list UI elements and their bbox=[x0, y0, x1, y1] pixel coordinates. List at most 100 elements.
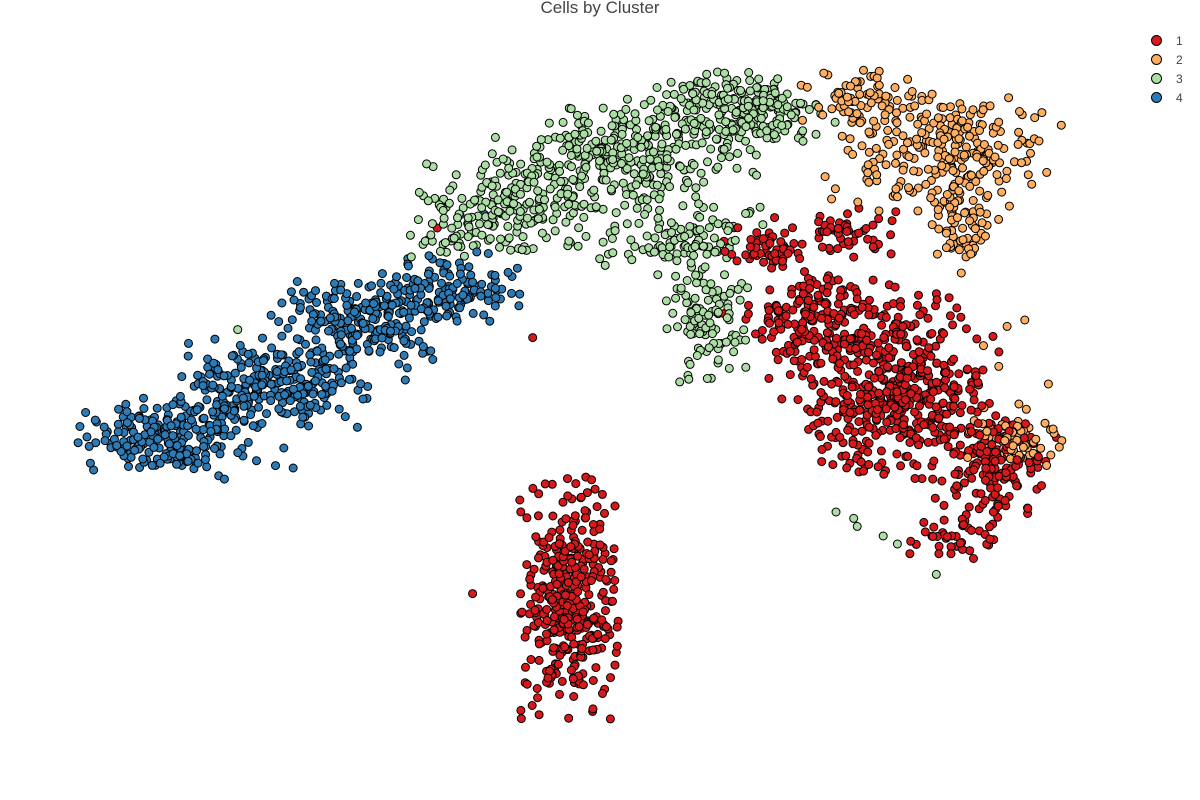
point-cluster-3 bbox=[762, 126, 772, 136]
point-cluster-3 bbox=[620, 200, 630, 210]
point-cluster-1 bbox=[595, 524, 605, 534]
point-cluster-3 bbox=[720, 270, 729, 280]
point-cluster-3 bbox=[567, 162, 576, 172]
point-cluster-1 bbox=[774, 318, 784, 328]
point-cluster-4 bbox=[285, 396, 295, 406]
point-cluster-4 bbox=[238, 393, 248, 403]
point-cluster-1 bbox=[560, 642, 570, 652]
point-cluster-1 bbox=[864, 438, 874, 448]
point-cluster-3 bbox=[544, 118, 554, 128]
point-cluster-2 bbox=[933, 205, 943, 215]
point-cluster-1 bbox=[780, 228, 790, 238]
point-cluster-1 bbox=[758, 234, 768, 244]
point-cluster-2 bbox=[957, 116, 967, 126]
point-cluster-1 bbox=[534, 710, 544, 720]
point-cluster-1 bbox=[560, 546, 570, 556]
point-cluster-3 bbox=[745, 86, 755, 96]
point-cluster-2 bbox=[956, 268, 966, 278]
point-cluster-2 bbox=[1056, 120, 1066, 130]
point-cluster-4 bbox=[113, 419, 123, 429]
point-cluster-1 bbox=[733, 223, 743, 233]
legend-item-1[interactable]: 1 bbox=[1146, 31, 1196, 50]
point-cluster-3 bbox=[575, 182, 585, 192]
point-cluster-1 bbox=[522, 679, 532, 689]
point-cluster-3 bbox=[582, 143, 592, 153]
point-cluster-4 bbox=[387, 300, 397, 310]
point-cluster-3 bbox=[661, 124, 671, 134]
point-cluster-1 bbox=[576, 492, 586, 502]
point-cluster-4 bbox=[329, 294, 339, 303]
point-cluster-1 bbox=[892, 449, 902, 459]
point-cluster-3 bbox=[598, 103, 608, 113]
legend-item-2[interactable]: 2 bbox=[1146, 50, 1196, 69]
legend-item-4[interactable]: 4 bbox=[1146, 88, 1196, 107]
point-cluster-3 bbox=[453, 213, 462, 223]
point-cluster-1 bbox=[751, 329, 760, 339]
point-cluster-3 bbox=[713, 219, 723, 229]
point-cluster-3 bbox=[642, 231, 652, 241]
point-cluster-1 bbox=[842, 463, 852, 473]
point-cluster-3 bbox=[505, 206, 515, 216]
point-cluster-2 bbox=[1042, 460, 1052, 470]
point-cluster-1 bbox=[586, 576, 596, 585]
point-cluster-1 bbox=[919, 517, 929, 527]
point-cluster-2 bbox=[864, 147, 874, 157]
point-cluster-2 bbox=[958, 163, 967, 173]
point-cluster-3 bbox=[630, 109, 640, 119]
legend[interactable]: 1 2 3 4 bbox=[1146, 31, 1196, 107]
point-cluster-3 bbox=[739, 325, 749, 335]
point-cluster-3 bbox=[690, 242, 700, 251]
point-cluster-1 bbox=[887, 216, 897, 226]
point-cluster-4 bbox=[377, 269, 387, 279]
point-cluster-1 bbox=[980, 496, 990, 505]
point-cluster-2 bbox=[874, 80, 884, 90]
point-cluster-2 bbox=[818, 110, 828, 120]
point-cluster-1 bbox=[597, 489, 607, 499]
point-cluster-1 bbox=[868, 275, 878, 285]
point-cluster-4 bbox=[410, 283, 420, 293]
point-cluster-1 bbox=[864, 347, 873, 357]
point-cluster-2 bbox=[1004, 201, 1014, 211]
point-cluster-3 bbox=[662, 324, 672, 334]
point-cluster-4 bbox=[325, 313, 335, 323]
point-cluster-3 bbox=[643, 131, 653, 141]
point-cluster-1 bbox=[783, 319, 793, 329]
point-cluster-1 bbox=[600, 508, 609, 518]
point-cluster-3 bbox=[475, 219, 484, 229]
point-cluster-3 bbox=[892, 539, 902, 549]
point-cluster-4 bbox=[266, 379, 276, 389]
point-cluster-3 bbox=[680, 315, 690, 325]
point-cluster-1 bbox=[915, 310, 925, 320]
point-cluster-3 bbox=[581, 162, 591, 172]
legend-item-3[interactable]: 3 bbox=[1146, 69, 1196, 88]
point-cluster-4 bbox=[490, 301, 500, 311]
point-cluster-1 bbox=[852, 294, 862, 304]
point-cluster-1 bbox=[928, 474, 938, 484]
point-cluster-3 bbox=[671, 293, 681, 303]
point-cluster-4 bbox=[340, 412, 350, 422]
point-cluster-4 bbox=[286, 365, 296, 375]
point-cluster-2 bbox=[1002, 166, 1012, 176]
point-cluster-1 bbox=[949, 382, 959, 392]
point-cluster-4 bbox=[320, 355, 330, 365]
point-cluster-4 bbox=[336, 330, 346, 340]
point-cluster-1 bbox=[579, 564, 589, 574]
point-cluster-3 bbox=[556, 177, 566, 186]
point-cluster-4 bbox=[392, 272, 401, 282]
point-cluster-3 bbox=[617, 159, 626, 168]
point-cluster-1 bbox=[529, 564, 539, 574]
point-cluster-3 bbox=[537, 228, 547, 238]
point-cluster-1 bbox=[793, 395, 803, 405]
point-cluster-4 bbox=[316, 316, 326, 326]
point-cluster-1 bbox=[981, 475, 990, 485]
point-cluster-1 bbox=[1033, 452, 1043, 462]
point-cluster-1 bbox=[765, 285, 775, 295]
point-cluster-1 bbox=[948, 320, 958, 330]
point-cluster-3 bbox=[542, 157, 552, 167]
point-cluster-3 bbox=[741, 335, 750, 345]
point-cluster-3 bbox=[595, 156, 604, 166]
point-cluster-1 bbox=[896, 302, 905, 311]
point-cluster-2 bbox=[884, 139, 894, 149]
point-cluster-1 bbox=[884, 353, 894, 363]
point-cluster-3 bbox=[534, 204, 544, 214]
